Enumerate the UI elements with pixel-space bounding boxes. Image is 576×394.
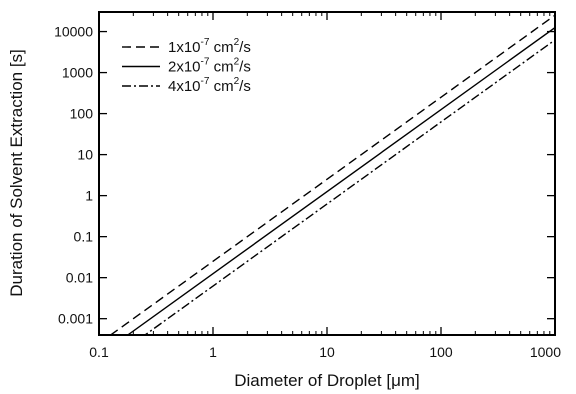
y-tick-label: 10: [77, 147, 93, 163]
y-axis: 0.001 0.01 0.1 1 10 100 1000 10000: [54, 24, 555, 327]
x-axis: 0.1 1 10 100 1000: [89, 12, 561, 360]
x-tick-label: 10: [319, 344, 335, 360]
y-tick-label: 1000: [62, 65, 93, 81]
x-tick-label: 100: [429, 344, 453, 360]
x-tick-label: 1000: [530, 344, 561, 360]
y-tick-label: 1: [85, 188, 93, 204]
series-line-2: [126, 27, 555, 335]
y-tick-label: 0.1: [74, 229, 94, 245]
y-tick-label: 10000: [54, 24, 93, 40]
legend-label-1: 1x10-7 cm2/s: [168, 37, 251, 56]
legend-label-2: 2x10-7 cm2/s: [168, 57, 251, 76]
x-axis-label: Diameter of Droplet [μm]: [234, 371, 420, 390]
series-line-1: [109, 14, 555, 335]
y-tick-label: 0.001: [58, 311, 93, 327]
y-tick-label: 0.01: [66, 270, 93, 286]
y-tick-label: 100: [70, 106, 94, 122]
x-tick-label: 0.1: [89, 344, 109, 360]
y-axis-label: Duration of Solvent Extraction [s]: [7, 49, 26, 297]
series-line-3: [143, 39, 555, 335]
x-tick-label: 1: [209, 344, 217, 360]
series-layer: [109, 14, 555, 335]
legend-label-3: 4x10-7 cm2/s: [168, 76, 251, 95]
